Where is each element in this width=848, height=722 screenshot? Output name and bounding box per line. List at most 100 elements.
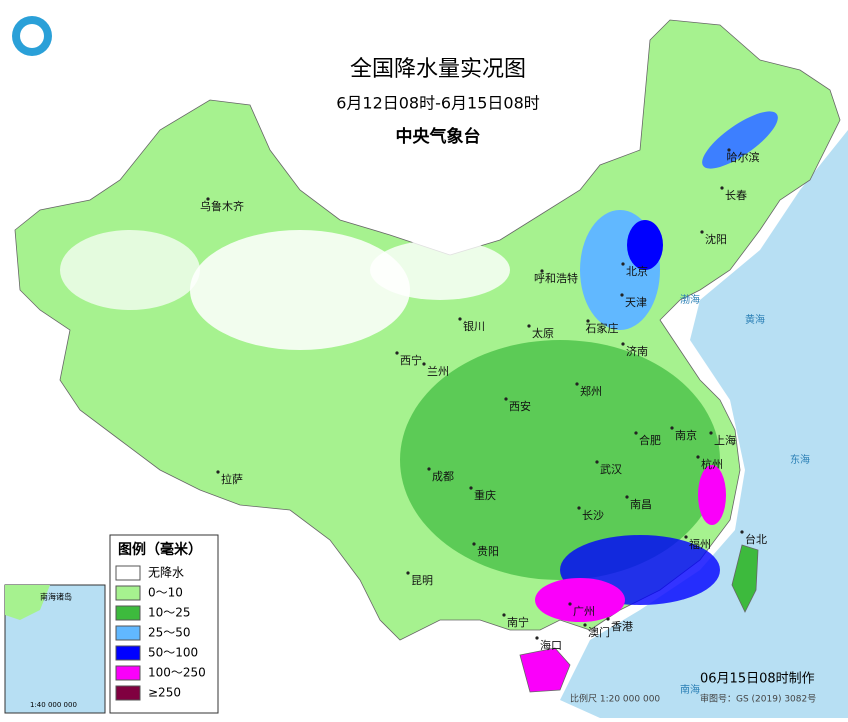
city-dot: [625, 495, 629, 499]
legend-swatch: [115, 685, 141, 701]
city-dot: [206, 197, 210, 201]
city-dot: [535, 636, 539, 640]
city-dot: [621, 342, 625, 346]
legend-label: 50～100: [148, 646, 198, 660]
city-label: 天津: [625, 296, 647, 309]
city-dot: [620, 293, 624, 297]
sea-label: 黄海: [745, 313, 765, 326]
city-dot: [696, 455, 700, 459]
city-dot: [472, 542, 476, 546]
city-dot: [504, 397, 508, 401]
inset-scale: 1:40 000 000: [30, 701, 77, 709]
subtitle: 6月12日08时-6月15日08时: [336, 94, 540, 113]
city-dot: [575, 382, 579, 386]
city-dot: [583, 623, 587, 627]
city-dot: [740, 530, 744, 534]
legend-label: 0～10: [148, 586, 183, 600]
city-label: 银川: [463, 319, 485, 333]
rain-area: [400, 340, 720, 580]
city-dot: [621, 262, 625, 266]
rain-area: [535, 578, 625, 622]
legend-items: 无降水 0～10 10～25 25～50 50～100 100～250 ≥250: [115, 565, 206, 701]
city-label: 济南: [626, 344, 648, 358]
sea: [560, 130, 848, 718]
inset-label: 南海诸岛: [40, 592, 72, 602]
city-label: 拉萨: [221, 472, 243, 486]
hainan: [519, 647, 571, 693]
city-label: 太原: [532, 327, 554, 340]
city-dot: [469, 486, 473, 490]
legend-swatch: [115, 605, 141, 621]
city-label: 福州: [689, 537, 711, 551]
city-label: 北京: [626, 264, 648, 278]
approval: 审图号：GS (2019) 3082号: [700, 693, 816, 705]
city-dot: [540, 269, 544, 273]
city-label: 台北: [745, 532, 767, 546]
city-label: 南京: [675, 428, 697, 442]
made-time: 06月15日08时制作: [700, 672, 815, 687]
city-dot: [527, 324, 531, 328]
city-label: 广州: [573, 605, 595, 618]
sea-label: 南海: [680, 683, 700, 696]
inset-land: [5, 585, 50, 620]
city-label: 贵阳: [477, 545, 499, 558]
rain-area: [702, 111, 778, 169]
city-dot: [586, 319, 590, 323]
city-label: 香港: [611, 620, 633, 633]
city-dot: [720, 186, 724, 190]
city-label: 哈尔滨: [727, 150, 760, 164]
city-label: 西安: [509, 399, 531, 413]
legend-swatch: [115, 585, 141, 601]
city-dot: [684, 535, 688, 539]
rain-area: [698, 465, 726, 525]
city-dot: [727, 148, 731, 152]
city-label: 重庆: [474, 488, 496, 502]
city-label: 乌鲁木齐: [200, 199, 244, 213]
legend-title: 图例（毫米）: [118, 541, 202, 558]
city-label: 呼和浩特: [534, 271, 578, 285]
city-dot: [458, 317, 462, 321]
city-label: 澳门: [588, 625, 610, 639]
city-dot: [395, 351, 399, 355]
city-label: 西宁: [400, 353, 422, 367]
legend-box: [109, 534, 219, 714]
city-dot: [568, 602, 572, 606]
city-label: 合肥: [639, 433, 661, 447]
taiwan: [731, 544, 759, 613]
city-label: 成都: [432, 470, 454, 483]
sea-label: 渤海: [680, 293, 700, 306]
city-dot: [427, 467, 431, 471]
city-dot: [595, 460, 599, 464]
city-label: 郑州: [580, 384, 602, 398]
city-dot: [577, 506, 581, 510]
legend-label: 10～25: [148, 606, 191, 620]
logo: [20, 24, 44, 48]
legend-label: ≥250: [148, 686, 181, 700]
city-label: 上海: [714, 433, 736, 447]
city-label: 沈阳: [705, 232, 727, 246]
city-dot: [634, 431, 638, 435]
city-label: 长春: [725, 189, 747, 202]
city-dot: [670, 426, 674, 430]
city-label: 杭州: [701, 457, 723, 471]
city-dot: [422, 362, 426, 366]
city-dot: [406, 571, 410, 575]
city-dot: [700, 230, 704, 234]
legend-swatch: [115, 565, 141, 581]
rain-area: [627, 220, 663, 270]
city-dot: [709, 431, 713, 435]
legend-label: 无降水: [148, 566, 184, 580]
legend-label: 100～250: [148, 666, 206, 680]
city-dot: [502, 613, 506, 617]
scale: 比例尺 1:20 000 000: [570, 693, 660, 705]
legend-swatch: [115, 665, 141, 681]
city-label: 海口: [540, 638, 562, 652]
no-rain-area: [370, 240, 510, 300]
city-dot: [606, 617, 610, 621]
no-rain-area: [190, 230, 410, 350]
city-label: 石家庄: [586, 321, 619, 335]
city-dot: [216, 470, 220, 474]
